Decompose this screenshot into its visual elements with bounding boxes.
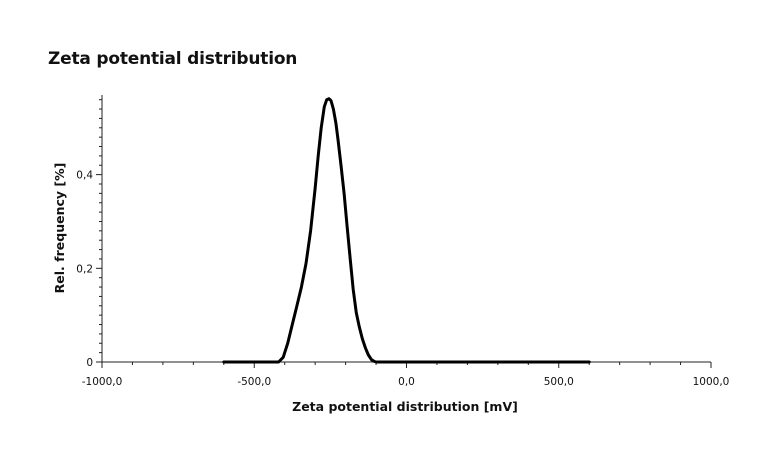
y-axis-label: Rel. frequency [%] [52,163,67,294]
chart-title: Zeta potential distribution [48,49,298,69]
x-tick-label: -1000,0 [82,376,123,388]
x-axis-label: Zeta potential distribution [mV] [292,399,518,414]
y-tick-label: 0,4 [76,170,93,182]
x-tick-label: 500,0 [544,376,574,388]
y-tick-label: 0,2 [76,263,93,275]
x-tick-label: -500,0 [237,376,271,388]
y-tick-label: 0 [86,357,93,369]
chart-series [222,97,591,364]
chart-axes [101,95,711,363]
chart-ticks: -1000,0 -500,0 0,0 500,0 1000,0 0 0,2 0,4 [76,99,730,388]
x-tick-label: 1000,0 [693,376,730,388]
distribution-line [222,97,591,364]
x-tick-label: 0,0 [398,376,415,388]
